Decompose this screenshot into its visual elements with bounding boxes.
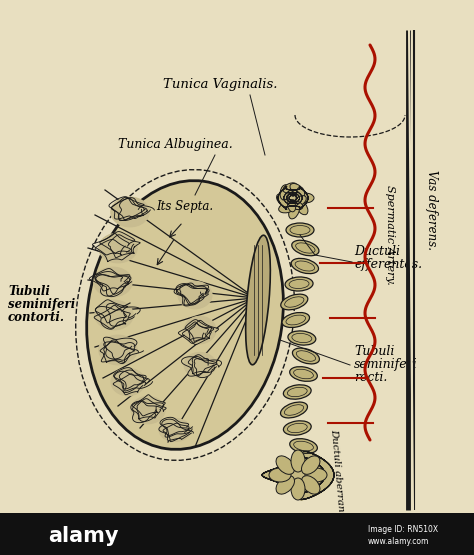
Ellipse shape (301, 456, 320, 475)
Text: Vas deferens.: Vas deferens. (426, 170, 438, 250)
Text: Spermatic Artery.: Spermatic Artery. (385, 185, 395, 285)
Ellipse shape (276, 456, 294, 475)
Ellipse shape (290, 438, 318, 453)
Bar (0, 513, 474, 555)
Ellipse shape (292, 240, 319, 256)
Ellipse shape (281, 294, 308, 310)
Polygon shape (262, 451, 334, 500)
Text: Tubuli: Tubuli (8, 285, 50, 298)
Ellipse shape (296, 187, 305, 201)
Ellipse shape (110, 368, 146, 396)
Ellipse shape (283, 183, 297, 193)
Ellipse shape (292, 348, 319, 364)
Ellipse shape (290, 225, 310, 235)
Ellipse shape (289, 280, 309, 289)
Ellipse shape (294, 195, 306, 206)
Ellipse shape (177, 281, 213, 309)
Ellipse shape (276, 476, 294, 494)
Text: seminiferi: seminiferi (8, 298, 75, 311)
Text: Tubuli: Tubuli (354, 345, 394, 358)
Ellipse shape (93, 266, 133, 297)
Ellipse shape (269, 468, 291, 482)
Text: recti.: recti. (354, 371, 387, 384)
Text: efferentes.: efferentes. (354, 258, 422, 271)
Ellipse shape (285, 297, 304, 307)
Ellipse shape (286, 315, 306, 325)
Text: Tunica Vaginalis.: Tunica Vaginalis. (163, 78, 277, 91)
Ellipse shape (289, 203, 300, 219)
Ellipse shape (284, 405, 304, 415)
Text: Ductuli: Ductuli (354, 245, 400, 258)
Text: alamy: alamy (48, 526, 118, 546)
Ellipse shape (288, 200, 296, 212)
Ellipse shape (291, 201, 303, 210)
Ellipse shape (287, 387, 307, 397)
Ellipse shape (283, 385, 311, 399)
Ellipse shape (296, 351, 316, 361)
Ellipse shape (183, 352, 217, 378)
Text: Image ID: RN510X: Image ID: RN510X (368, 526, 438, 534)
Ellipse shape (291, 259, 319, 274)
Ellipse shape (301, 476, 320, 494)
Ellipse shape (291, 478, 305, 500)
Text: seminiferi: seminiferi (354, 358, 418, 371)
Ellipse shape (287, 423, 307, 433)
Ellipse shape (87, 180, 283, 450)
Ellipse shape (295, 261, 315, 271)
Ellipse shape (290, 367, 317, 381)
Ellipse shape (94, 300, 134, 330)
Text: Tunica Albuginea.: Tunica Albuginea. (118, 138, 232, 151)
Ellipse shape (296, 243, 315, 253)
Ellipse shape (292, 334, 312, 342)
Ellipse shape (98, 335, 138, 365)
Ellipse shape (282, 312, 310, 327)
Ellipse shape (279, 203, 295, 213)
Ellipse shape (294, 441, 313, 451)
Ellipse shape (294, 369, 313, 379)
Polygon shape (278, 186, 308, 209)
Ellipse shape (183, 316, 217, 344)
Text: Its Septa.: Its Septa. (156, 200, 214, 213)
Ellipse shape (98, 233, 138, 264)
Text: www.alamy.com: www.alamy.com (368, 537, 429, 546)
Ellipse shape (286, 223, 314, 237)
Ellipse shape (130, 396, 165, 425)
Ellipse shape (305, 468, 327, 482)
Ellipse shape (158, 418, 191, 442)
Ellipse shape (276, 194, 290, 207)
Ellipse shape (281, 402, 308, 418)
Ellipse shape (295, 199, 308, 215)
Ellipse shape (291, 450, 305, 472)
Ellipse shape (110, 196, 150, 228)
Ellipse shape (285, 277, 313, 291)
Text: Ductuli aberrantes.: Ductuli aberrantes. (329, 429, 347, 531)
Ellipse shape (246, 235, 270, 365)
Ellipse shape (290, 184, 303, 194)
Ellipse shape (296, 193, 314, 203)
Ellipse shape (280, 185, 289, 200)
Ellipse shape (283, 421, 311, 435)
Text: contorti.: contorti. (8, 311, 65, 324)
Ellipse shape (288, 331, 316, 345)
